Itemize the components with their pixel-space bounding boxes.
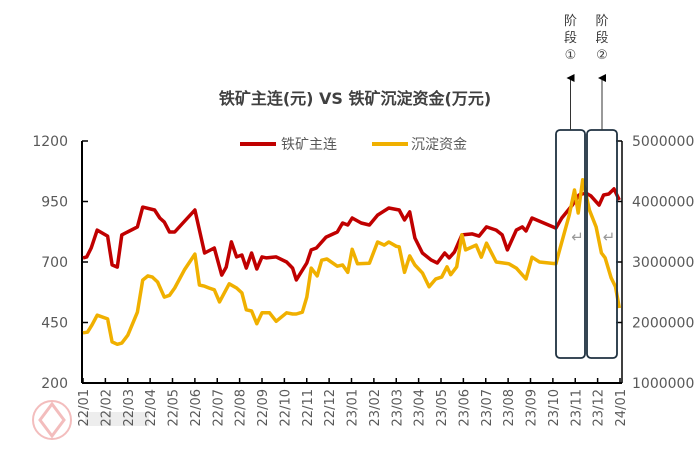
y2-tick-label: 4000000 — [632, 195, 694, 211]
y2-tick-label: 2000000 — [632, 316, 694, 332]
x-tick-label: 22/06 — [189, 389, 204, 426]
x-tick-label: 23/10 — [547, 389, 562, 426]
x-tick-label: 23/06 — [457, 389, 472, 426]
legend: 铁矿主连 沉淀资金 — [240, 137, 467, 153]
x-tick-label: 23/01 — [346, 389, 361, 426]
x-tick-label: 23/03 — [390, 389, 405, 426]
x-tick-label: 23/04 — [413, 389, 428, 426]
x-tick-label: 22/02 — [99, 389, 114, 426]
stage-label: 阶 — [595, 14, 608, 29]
x-tick-label: 22/05 — [167, 389, 182, 426]
x-tick-label: 23/12 — [592, 389, 607, 426]
return-mark: ↵ — [571, 228, 584, 246]
x-tick-label: 22/11 — [301, 389, 316, 426]
x-tick-label: 24/01 — [614, 389, 629, 426]
y-tick-label: 450 — [41, 316, 68, 332]
series-line-0 — [82, 187, 621, 282]
y-tick-label: 200 — [41, 376, 68, 392]
x-tick-label: 22/09 — [256, 389, 271, 426]
x-tick-label: 22/04 — [144, 389, 159, 426]
watermark-logo — [32, 400, 149, 440]
return-mark: ↵ — [603, 228, 616, 246]
stage-label: 段 — [564, 31, 577, 46]
x-tick-label: 22/01 — [77, 389, 92, 426]
x-tick-label: 23/07 — [480, 389, 495, 426]
y2-tick-label: 1000000 — [632, 376, 694, 392]
x-tick-label: 22/03 — [122, 389, 137, 426]
x-tick-label: 23/08 — [502, 389, 517, 426]
legend-label-funds: 沉淀资金 — [411, 137, 467, 153]
x-tick-label: 23/09 — [525, 389, 540, 426]
stage-label: 阶 — [564, 14, 577, 29]
y-tick-label: 1200 — [32, 134, 68, 150]
y-tick-label: 950 — [41, 195, 68, 211]
x-tick-label: 23/11 — [569, 389, 584, 426]
legend-label-iron-ore: 铁矿主连 — [281, 137, 337, 153]
stage-label: 段 — [595, 31, 608, 46]
y2-tick-label: 3000000 — [632, 255, 694, 271]
x-tick-label: 22/07 — [211, 389, 226, 426]
chart-title: 铁矿主连(元) VS 铁矿沉淀资金(万元) — [219, 89, 491, 108]
x-tick-label: 22/08 — [234, 389, 249, 426]
stage-label: ① — [565, 48, 577, 63]
y-tick-label: 700 — [41, 255, 68, 271]
y2-tick-label: 5000000 — [632, 134, 694, 150]
x-tick-label: 23/05 — [435, 389, 450, 426]
x-tick-label: 22/12 — [323, 389, 338, 426]
stage-label: ② — [596, 48, 608, 63]
x-tick-label: 23/02 — [368, 389, 383, 426]
series-line-1 — [82, 177, 622, 347]
x-tick-label: 22/10 — [278, 389, 293, 426]
